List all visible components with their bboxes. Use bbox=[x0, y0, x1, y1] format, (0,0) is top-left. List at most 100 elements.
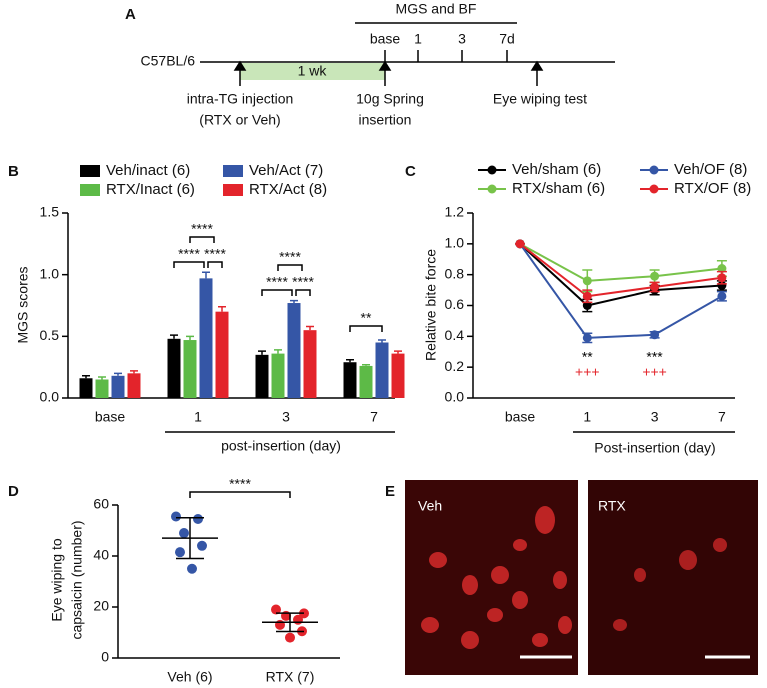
y-tick-label: 40 bbox=[93, 547, 109, 563]
x-tick-label: 3 bbox=[282, 409, 290, 425]
y-tick-label: 1.0 bbox=[445, 235, 465, 251]
image-label: RTX bbox=[598, 498, 626, 514]
point bbox=[193, 514, 203, 525]
legend-label: Veh/sham (6) bbox=[512, 161, 601, 178]
point bbox=[717, 264, 727, 273]
sig-bracket bbox=[349, 325, 383, 332]
bar bbox=[95, 379, 109, 398]
timepoint: 3 bbox=[458, 31, 466, 47]
header: MGS and BF bbox=[396, 1, 477, 17]
y-tick-label: 1.2 bbox=[445, 204, 465, 220]
error-bar bbox=[82, 375, 90, 379]
error-bar bbox=[258, 350, 266, 355]
event: intra-TG injection bbox=[187, 91, 294, 107]
legend-marker bbox=[487, 184, 497, 194]
y-tick-label: 0.6 bbox=[445, 296, 465, 312]
legend-label: RTX/Inact (6) bbox=[106, 181, 195, 198]
y-axis-label: capsaicin (number) bbox=[69, 520, 85, 639]
y-axis-label: Relative bite force bbox=[423, 249, 439, 361]
timepoint-ticks bbox=[384, 50, 508, 62]
bar bbox=[343, 362, 357, 398]
bar bbox=[271, 353, 285, 398]
x-tick-label: 1 bbox=[583, 409, 591, 425]
bar bbox=[375, 342, 389, 398]
error-bar bbox=[394, 350, 402, 354]
sig-bracket bbox=[173, 261, 205, 268]
duration-box bbox=[240, 63, 385, 80]
x-tick-label: Veh (6) bbox=[167, 669, 212, 685]
bar bbox=[79, 378, 93, 398]
y-tick-label: 1.5 bbox=[40, 204, 60, 220]
bar bbox=[167, 338, 181, 398]
duration: 1 wk bbox=[298, 63, 328, 79]
point bbox=[271, 604, 281, 615]
error-bar bbox=[170, 334, 178, 339]
event: (RTX or Veh) bbox=[199, 112, 280, 128]
x-axis-label: post-insertion (day) bbox=[221, 438, 341, 454]
event: insertion bbox=[359, 112, 412, 128]
legend-swatch bbox=[80, 184, 100, 196]
y-tick-label: 20 bbox=[93, 598, 109, 614]
sig-label: +++ bbox=[642, 364, 667, 380]
error-bar bbox=[186, 335, 194, 341]
legend-marker bbox=[487, 165, 497, 175]
x-tick-label: 3 bbox=[651, 409, 659, 425]
y-tick-label: 0.0 bbox=[445, 389, 465, 405]
point bbox=[650, 282, 660, 292]
error-bar bbox=[306, 325, 314, 331]
x-tick-label: RTX (7) bbox=[266, 669, 315, 685]
image-label: Veh bbox=[418, 498, 442, 514]
legend-swatch bbox=[223, 165, 243, 177]
error-bar bbox=[98, 376, 106, 380]
legend-swatch bbox=[223, 184, 243, 196]
bar bbox=[127, 373, 141, 398]
legend-label: RTX/sham (6) bbox=[512, 180, 605, 197]
point bbox=[717, 291, 727, 301]
y-tick-label: 0.8 bbox=[445, 265, 465, 281]
point bbox=[515, 239, 525, 249]
sig-label: **** bbox=[229, 476, 251, 492]
point bbox=[175, 547, 185, 558]
sig-label: **** bbox=[266, 274, 288, 290]
point bbox=[187, 563, 197, 574]
error-bar bbox=[130, 370, 138, 374]
sig-bracket bbox=[207, 261, 223, 268]
point bbox=[179, 528, 189, 539]
legend-label: Veh/inact (6) bbox=[106, 162, 190, 179]
sig-label: +++ bbox=[575, 364, 600, 380]
error-bar bbox=[378, 339, 386, 343]
sig-label: **** bbox=[292, 274, 314, 290]
legend-marker bbox=[649, 165, 659, 175]
micrograph bbox=[405, 480, 578, 675]
point bbox=[275, 619, 285, 630]
series-line bbox=[519, 243, 723, 339]
legend-label: RTX/Act (8) bbox=[249, 181, 327, 198]
point bbox=[293, 614, 303, 625]
micrograph bbox=[588, 480, 758, 675]
x-tick-label: 7 bbox=[370, 409, 378, 425]
series-line bbox=[519, 243, 723, 298]
sig-label: **** bbox=[279, 249, 301, 265]
y-tick-label: 1.0 bbox=[40, 265, 60, 281]
point bbox=[717, 273, 727, 283]
sd-bar bbox=[176, 517, 204, 560]
x-tick-label: base bbox=[95, 409, 126, 425]
y-tick-label: 0.5 bbox=[40, 327, 60, 343]
y-tick-label: 0.0 bbox=[40, 389, 60, 405]
y-tick-label: 0.4 bbox=[445, 327, 465, 343]
sig-label: **** bbox=[178, 246, 200, 262]
sig-label: **** bbox=[191, 221, 213, 237]
y-tick-label: 60 bbox=[93, 496, 109, 512]
sig-label: *** bbox=[646, 349, 663, 365]
y-axis-label: MGS scores bbox=[15, 266, 31, 343]
legend-swatch bbox=[80, 165, 100, 177]
x-tick-label: 1 bbox=[194, 409, 202, 425]
panel-label: B bbox=[8, 163, 19, 180]
sig-label: ** bbox=[361, 310, 372, 326]
x-tick-label: base bbox=[505, 409, 536, 425]
point bbox=[582, 333, 592, 343]
sig-bracket bbox=[261, 289, 293, 296]
sd-bar bbox=[276, 612, 304, 633]
x-tick-label: 7 bbox=[718, 409, 726, 425]
